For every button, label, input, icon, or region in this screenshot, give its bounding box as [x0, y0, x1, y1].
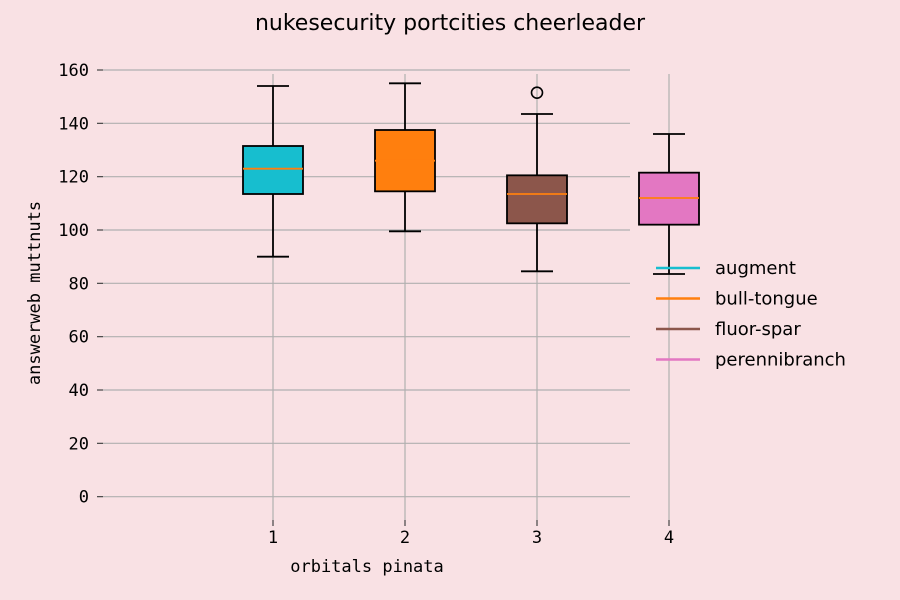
legend-label: fluor-spar	[715, 319, 801, 340]
x-tick-label: 2	[400, 528, 410, 548]
x-tick-label: 4	[664, 528, 674, 548]
y-tick-label: 60	[69, 328, 89, 348]
x-axis-label: orbitals pinata	[290, 557, 444, 577]
legend: augment bull-tongue fluor-spar perennibranc…	[656, 258, 846, 371]
y-tick-label: 80	[69, 274, 89, 294]
outlier-point	[530, 86, 544, 99]
box-iqr	[242, 145, 304, 195]
legend-label: perennibranch	[715, 350, 846, 371]
box-series	[242, 82, 700, 275]
x-tick-label: 3	[532, 528, 542, 548]
box-fluor-spar	[506, 86, 568, 273]
y-tick-label: 20	[69, 434, 89, 454]
y-tick-label: 100	[58, 221, 89, 241]
x-axis-ticks: 1 2 3 4	[268, 520, 674, 548]
y-axis-ticks: 0 20 40 60 80 100 120 140 160	[58, 61, 103, 508]
box-iqr	[506, 174, 568, 225]
y-tick-label: 140	[58, 114, 89, 134]
x-tick-label: 1	[268, 528, 278, 548]
y-tick-label: 0	[79, 488, 89, 508]
box-perennibranch	[638, 133, 700, 275]
legend-entry: augment	[656, 258, 796, 279]
y-tick-label: 40	[69, 381, 89, 401]
legend-entry: bull-tongue	[656, 289, 818, 310]
legend-label: bull-tongue	[715, 289, 818, 310]
legend-entry: fluor-spar	[656, 319, 801, 340]
y-axis-label: answerweb muttnuts	[25, 201, 45, 385]
legend-label: augment	[715, 258, 796, 279]
legend-entry: perennibranch	[656, 350, 846, 371]
y-tick-label: 120	[58, 168, 89, 188]
y-tick-label: 160	[58, 61, 89, 81]
chart-title: nukesecurity portcities cheerleader	[255, 11, 646, 36]
box-bull-tongue	[374, 82, 436, 233]
box-augment	[242, 85, 304, 258]
